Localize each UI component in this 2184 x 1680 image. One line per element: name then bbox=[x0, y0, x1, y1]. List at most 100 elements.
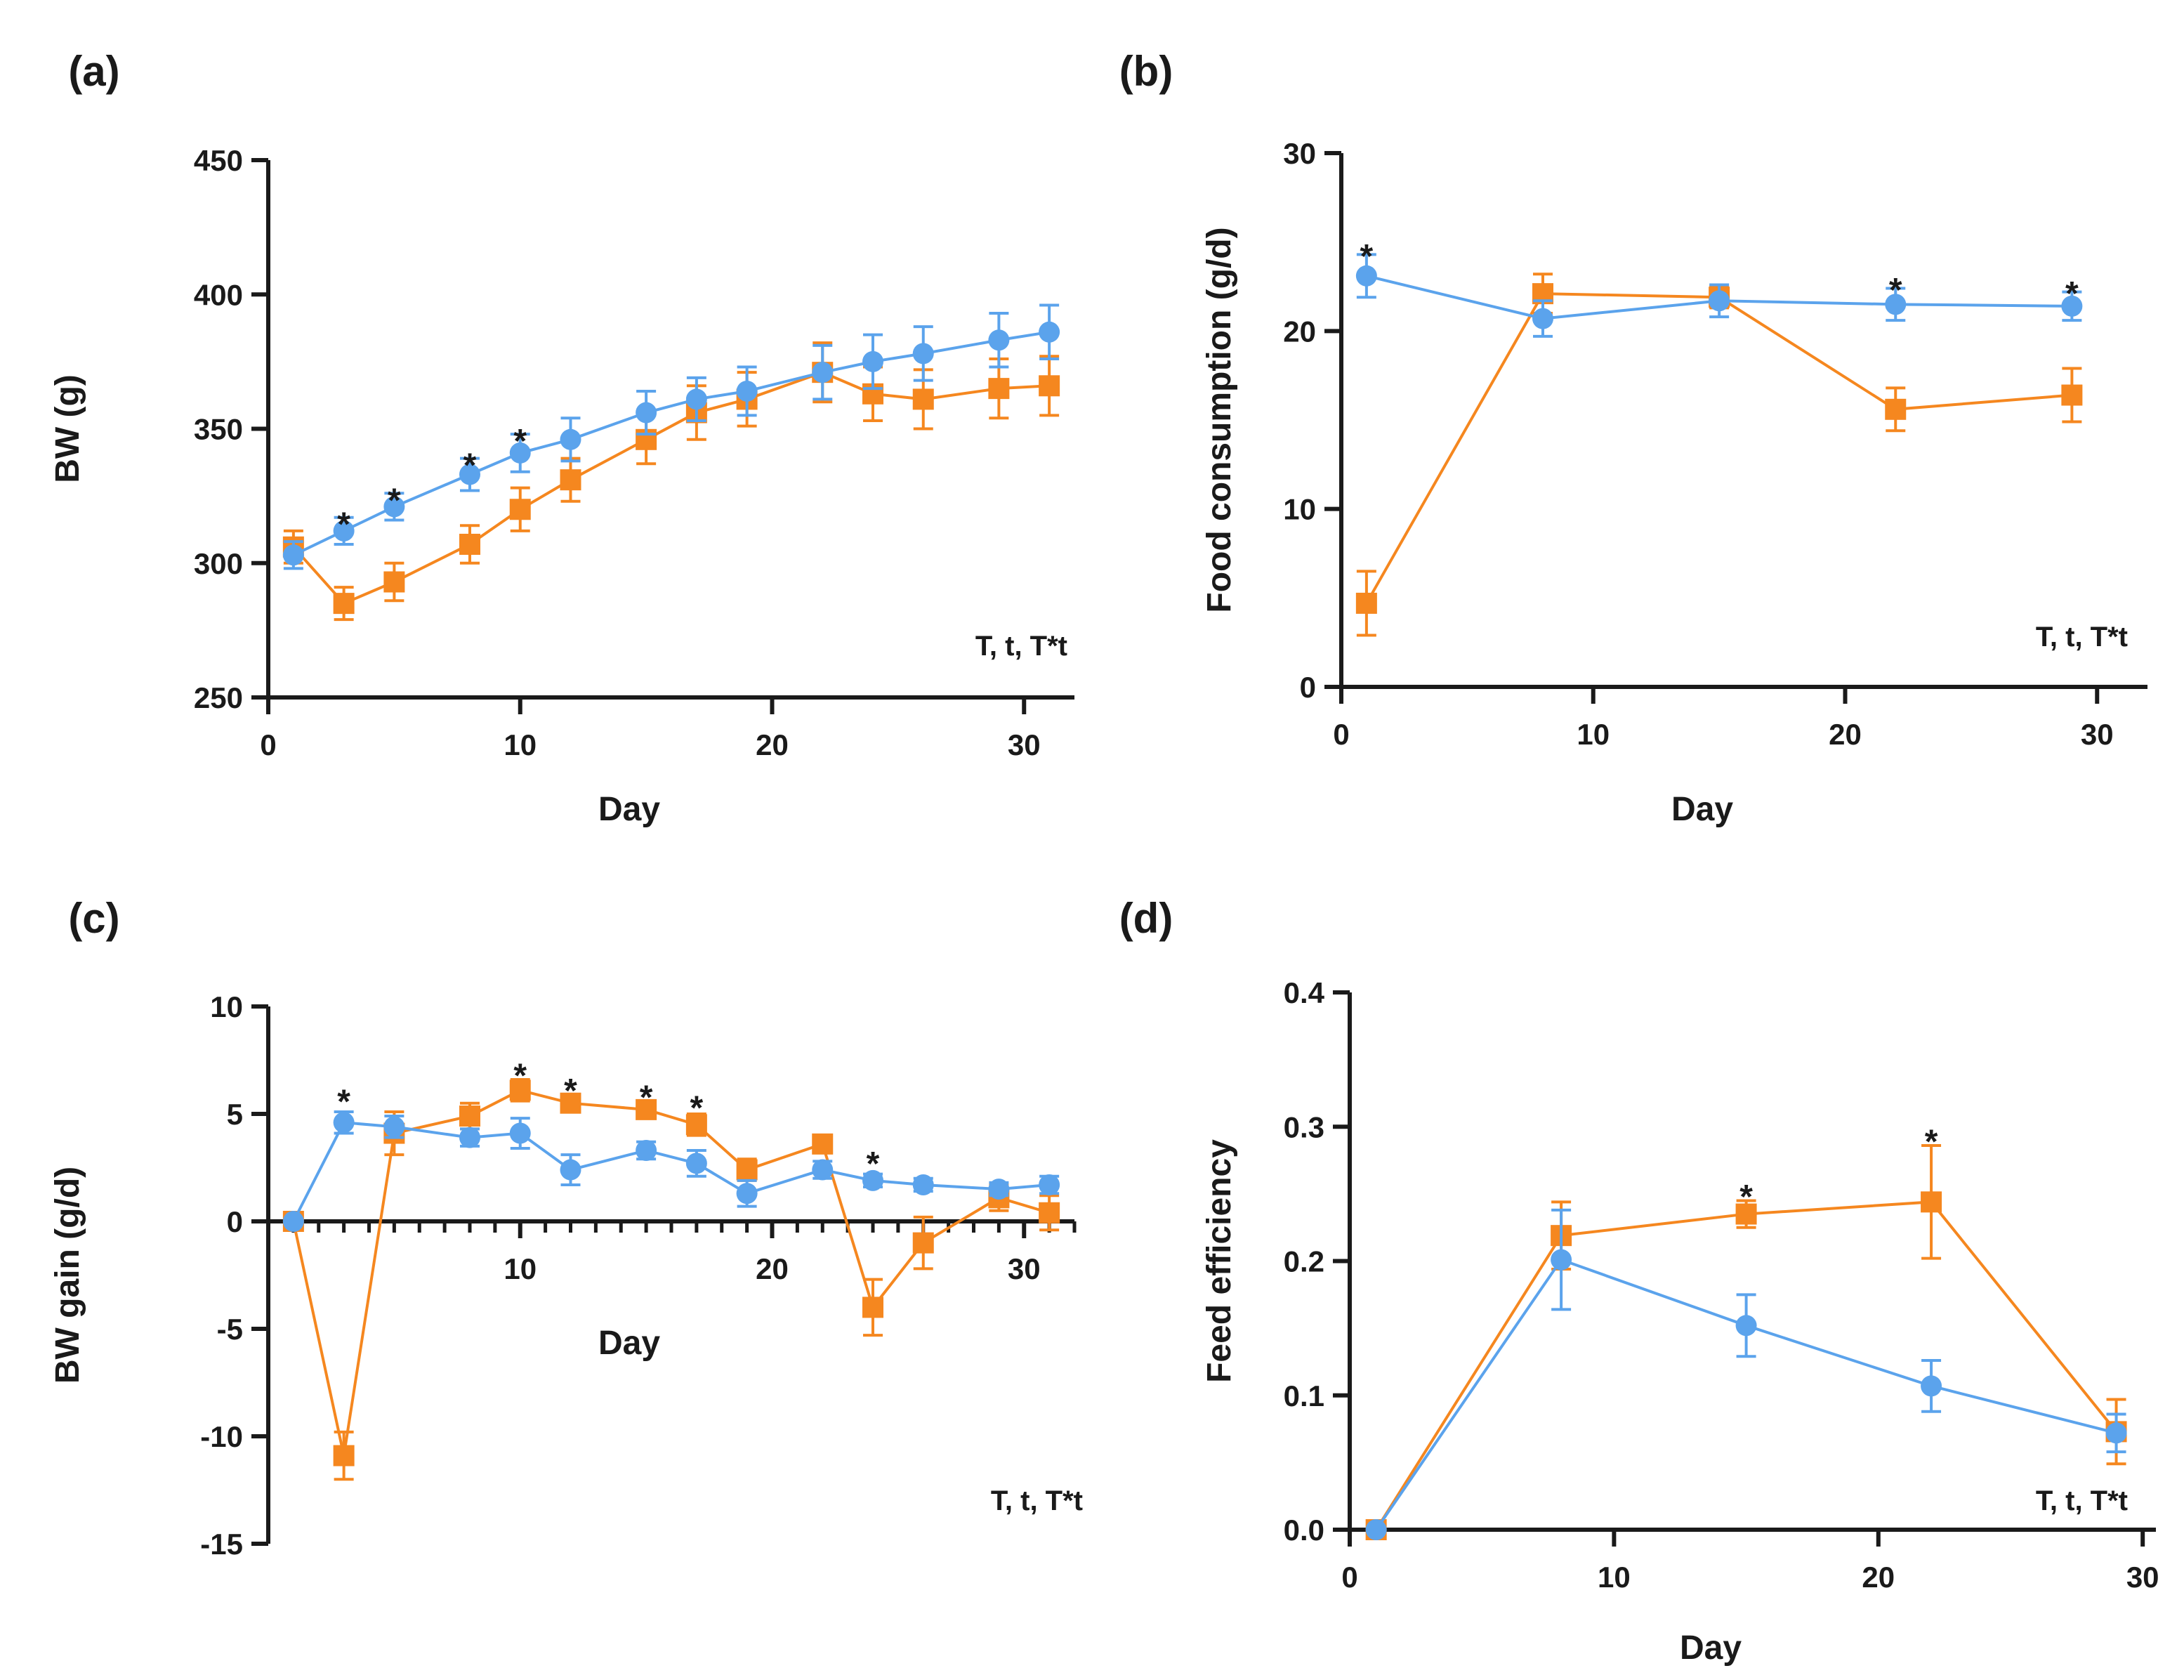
data-point-circle bbox=[1532, 308, 1553, 329]
data-point-circle bbox=[1735, 1315, 1757, 1337]
data-point-circle bbox=[862, 350, 883, 372]
significance-star: * bbox=[640, 1079, 653, 1116]
series-line bbox=[291, 1089, 1050, 1456]
data-point-circle bbox=[282, 1211, 304, 1232]
data-point-square bbox=[509, 499, 531, 520]
series-blue-circle bbox=[1365, 1208, 2127, 1540]
data-point-circle bbox=[2105, 1422, 2127, 1444]
panel-label: (b) bbox=[1119, 48, 1173, 95]
x-tick-label: 0 bbox=[1341, 1561, 1357, 1594]
data-point-circle bbox=[383, 1116, 405, 1138]
y-tick-label: -15 bbox=[200, 1528, 243, 1561]
y-tick-label: 0 bbox=[1300, 671, 1316, 704]
data-point-circle bbox=[685, 1153, 707, 1174]
significance-star: * bbox=[337, 506, 350, 544]
significance-star: * bbox=[690, 1090, 704, 1127]
y-tick-label: 250 bbox=[194, 681, 243, 714]
data-point-circle bbox=[988, 329, 1010, 351]
data-point-square bbox=[333, 1445, 355, 1466]
x-tick-label: 10 bbox=[504, 728, 537, 761]
data-point-circle bbox=[1039, 1174, 1060, 1195]
data-point-circle bbox=[459, 464, 480, 485]
data-point-square bbox=[636, 1098, 657, 1120]
y-tick-label: 0.2 bbox=[1284, 1245, 1324, 1278]
data-point-square bbox=[509, 1079, 531, 1101]
x-tick-label: 20 bbox=[756, 728, 789, 761]
data-point-square bbox=[1921, 1191, 1942, 1213]
data-point-circle bbox=[1885, 294, 1907, 315]
significance-star: * bbox=[2065, 275, 2079, 313]
data-point-circle bbox=[333, 520, 355, 542]
data-point-circle bbox=[509, 442, 531, 464]
x-tick-label: 10 bbox=[504, 1252, 537, 1285]
y-tick-label: 350 bbox=[194, 413, 243, 446]
data-point-circle bbox=[685, 388, 707, 410]
data-point-square bbox=[812, 1133, 834, 1155]
y-tick-label: 450 bbox=[194, 144, 243, 177]
data-point-square bbox=[912, 1232, 934, 1254]
data-point-circle bbox=[736, 380, 758, 402]
data-point-circle bbox=[1365, 1519, 1387, 1540]
data-point-circle bbox=[636, 402, 657, 424]
data-point-circle bbox=[282, 544, 304, 566]
data-point-circle bbox=[1709, 290, 1730, 312]
y-tick-label: 30 bbox=[1283, 137, 1316, 170]
y-tick-label: 0 bbox=[227, 1205, 243, 1238]
data-point-square bbox=[560, 469, 581, 491]
data-point-square bbox=[1039, 375, 1060, 397]
significance-star: * bbox=[513, 1058, 527, 1095]
stat-annotation: T, t, T*t bbox=[2036, 1485, 2128, 1516]
y-tick-label: 10 bbox=[1283, 493, 1316, 526]
data-point-square bbox=[912, 388, 934, 410]
stat-annotation: T, t, T*t bbox=[2036, 622, 2128, 652]
data-point-square bbox=[2061, 384, 2083, 406]
panel-label: (c) bbox=[68, 895, 119, 942]
chart-panel-d: (d) 0.0 0.1 0.2 0.3 0.4 0 10 20 30 Day Feed efficie… bbox=[1119, 895, 2159, 1667]
x-tick-label: 30 bbox=[1008, 1252, 1041, 1285]
data-point-circle bbox=[812, 1159, 834, 1181]
data-point-circle bbox=[862, 1169, 883, 1191]
data-point-square bbox=[685, 1114, 707, 1136]
y-tick-label: 300 bbox=[194, 547, 243, 580]
data-point-circle bbox=[459, 1127, 480, 1148]
significance-star: * bbox=[867, 1146, 880, 1183]
y-tick-label: 0.4 bbox=[1284, 976, 1325, 1009]
data-point-square bbox=[1735, 1203, 1757, 1225]
significance-star: * bbox=[337, 1083, 350, 1120]
series-orange-square bbox=[282, 1078, 1060, 1481]
significance-star: * bbox=[564, 1072, 577, 1110]
x-tick-label: 10 bbox=[1577, 718, 1610, 751]
y-axis-title: Food consumption (g/d) bbox=[1201, 227, 1238, 612]
significance-star: * bbox=[388, 482, 401, 519]
data-point-circle bbox=[2061, 295, 2083, 317]
data-point-square bbox=[1039, 1202, 1060, 1223]
data-point-square bbox=[1355, 592, 1377, 614]
chart-panel-c: (c) -15 -10 -5 0 5 10 10 20 30 Day BW gain (g/d) T, … bbox=[49, 895, 1083, 1561]
data-point-circle bbox=[509, 1122, 531, 1144]
x-tick-label: 30 bbox=[2126, 1561, 2159, 1594]
x-tick-label: 30 bbox=[1008, 728, 1041, 761]
data-point-circle bbox=[1355, 265, 1377, 287]
data-point-circle bbox=[1551, 1249, 1572, 1271]
significance-star: * bbox=[463, 447, 477, 485]
panel-label: (d) bbox=[1119, 895, 1173, 942]
series-blue-circle bbox=[1355, 253, 2083, 338]
y-tick-label: 400 bbox=[194, 278, 243, 311]
x-tick-label: 20 bbox=[1829, 718, 1862, 751]
y-tick-label: 0.1 bbox=[1284, 1379, 1324, 1412]
data-point-circle bbox=[333, 1112, 355, 1134]
data-point-circle bbox=[636, 1140, 657, 1162]
data-point-square bbox=[736, 1159, 758, 1181]
data-point-square bbox=[383, 571, 405, 593]
y-tick-label: 10 bbox=[210, 990, 243, 1023]
y-axis-title: Feed efficiency bbox=[1201, 1139, 1238, 1383]
stat-annotation: T, t, T*t bbox=[991, 1485, 1083, 1516]
significance-star: * bbox=[1739, 1179, 1753, 1216]
data-point-circle bbox=[912, 343, 934, 365]
data-point-square bbox=[560, 1092, 581, 1114]
data-point-circle bbox=[736, 1183, 758, 1205]
significance-star: * bbox=[1889, 272, 1902, 309]
significance-star: * bbox=[1360, 238, 1374, 275]
